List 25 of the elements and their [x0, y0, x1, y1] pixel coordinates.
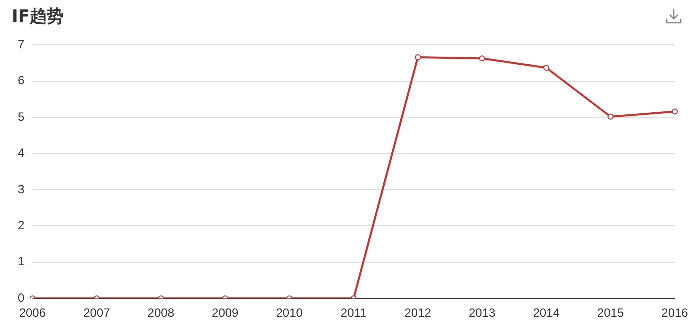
x-tick-label: 2009 — [212, 306, 240, 320]
x-tick-label: 2015 — [597, 306, 624, 320]
x-tick-label: 2016 — [662, 306, 689, 320]
x-tick-label: 2006 — [19, 306, 46, 320]
point — [608, 114, 614, 120]
y-tick-label: 6 — [18, 74, 25, 88]
y-tick-label: 2 — [18, 218, 25, 233]
x-tick-label: 2008 — [148, 306, 175, 320]
y-tick-label: 4 — [18, 146, 25, 160]
y-tick-label: 7 — [18, 38, 25, 52]
y-tick-label: 1 — [18, 254, 25, 269]
x-tick-label: 2011 — [340, 306, 368, 320]
chart-title: IF趋势 — [12, 6, 64, 28]
x-tick-label: 2013 — [468, 306, 496, 320]
x-tick-label: 2014 — [533, 306, 560, 320]
point — [544, 65, 550, 72]
y-tick-label: 3 — [18, 182, 25, 196]
point — [479, 56, 486, 62]
y-tick-label: 5 — [18, 110, 25, 124]
x-tick-label: 2007 — [84, 306, 111, 320]
point — [415, 54, 422, 61]
x-tick-label: 2012 — [404, 306, 432, 320]
point — [672, 108, 678, 115]
x-tick-label: 2010 — [276, 306, 304, 320]
y-tick-label: 0 — [18, 290, 25, 305]
